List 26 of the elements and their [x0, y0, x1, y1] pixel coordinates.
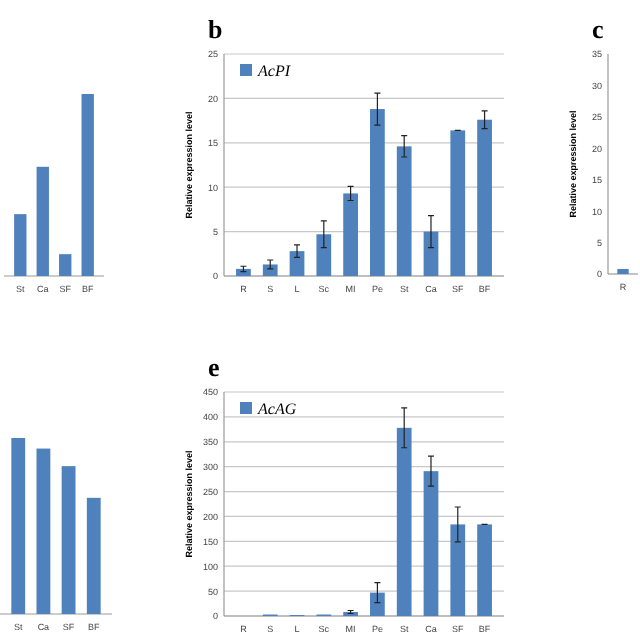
legend-label: AcPI: [256, 62, 291, 80]
chart-title: e: [208, 352, 220, 382]
bar: [86, 497, 101, 614]
bar: [450, 130, 466, 276]
bar: [61, 466, 76, 614]
bar: [36, 166, 49, 276]
bar: [343, 193, 358, 276]
bar: [316, 234, 332, 276]
bar: [370, 592, 385, 616]
bar: [396, 427, 412, 616]
bar: [396, 146, 412, 276]
bar: [11, 438, 26, 614]
bar: [289, 251, 305, 276]
bar: [423, 471, 439, 616]
chart-title: c: [592, 14, 604, 44]
bar: [450, 524, 466, 616]
bar: [14, 214, 27, 276]
bar: [81, 94, 94, 276]
bar: [262, 264, 278, 276]
bar: [477, 119, 492, 276]
bar: [59, 254, 72, 276]
bar: [370, 109, 385, 276]
bar: [36, 448, 51, 614]
bar: [477, 524, 492, 616]
legend-label: AcAG: [256, 400, 297, 418]
chart-title: b: [208, 14, 223, 44]
